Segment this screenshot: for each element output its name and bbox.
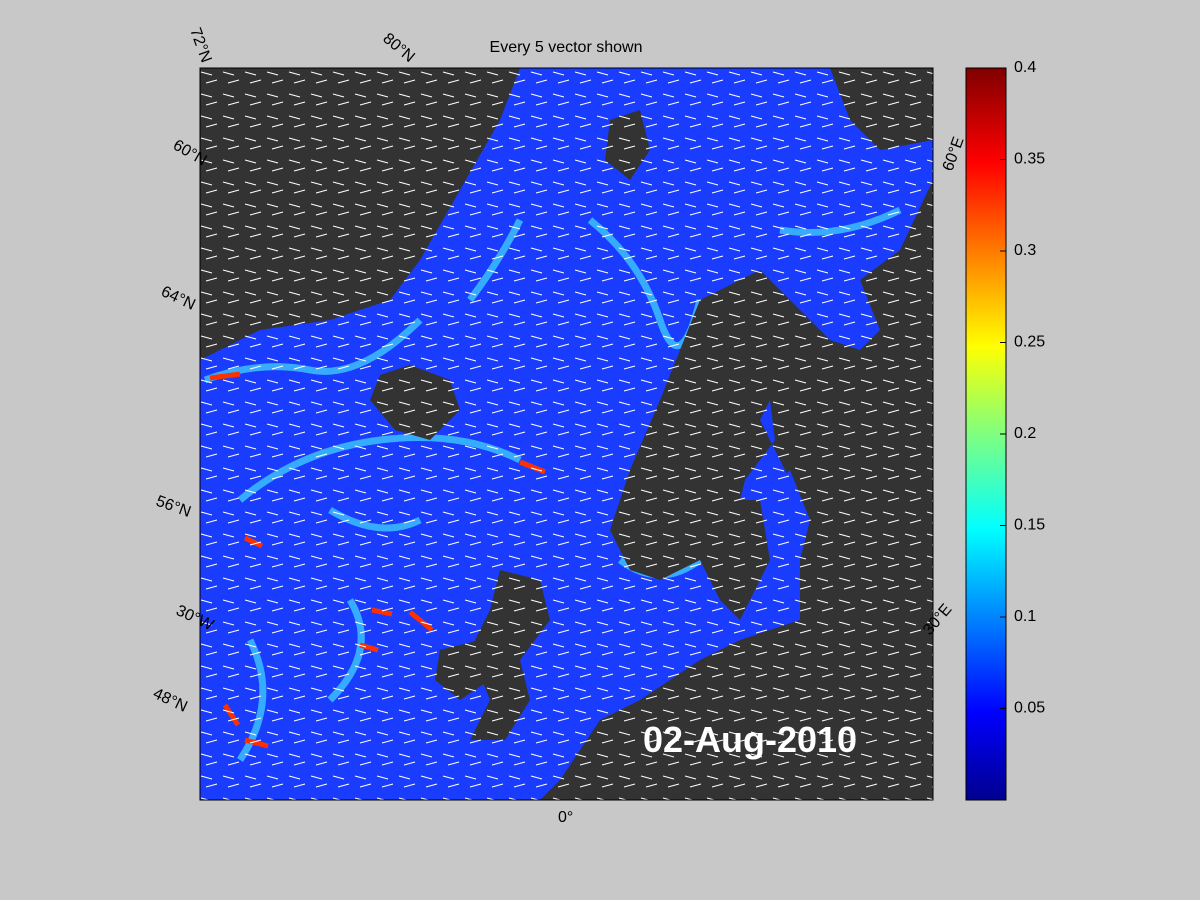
colorbar-tick-label: 0.25 — [1014, 334, 1045, 351]
map-frame — [199, 67, 934, 801]
colorbar-tick-label: 0.15 — [1014, 517, 1045, 534]
colorbar-tick-label: 0.1 — [1014, 608, 1036, 625]
colorbar-tick-label: 0.35 — [1014, 151, 1045, 168]
colorbar-tick-label: 0.4 — [1014, 59, 1036, 76]
vectors — [200, 68, 933, 800]
map — [200, 68, 933, 800]
colorbar-tick-label: 0.3 — [1014, 242, 1036, 259]
colorbar-tick-label: 0.05 — [1014, 700, 1045, 717]
grid-label: 0° — [558, 809, 573, 826]
colorbar — [965, 67, 1007, 801]
title: Every 5 vector shown — [490, 39, 643, 56]
colorbar-tick-label: 0.2 — [1014, 425, 1036, 442]
date-label: 02-Aug-2010 — [643, 719, 857, 760]
